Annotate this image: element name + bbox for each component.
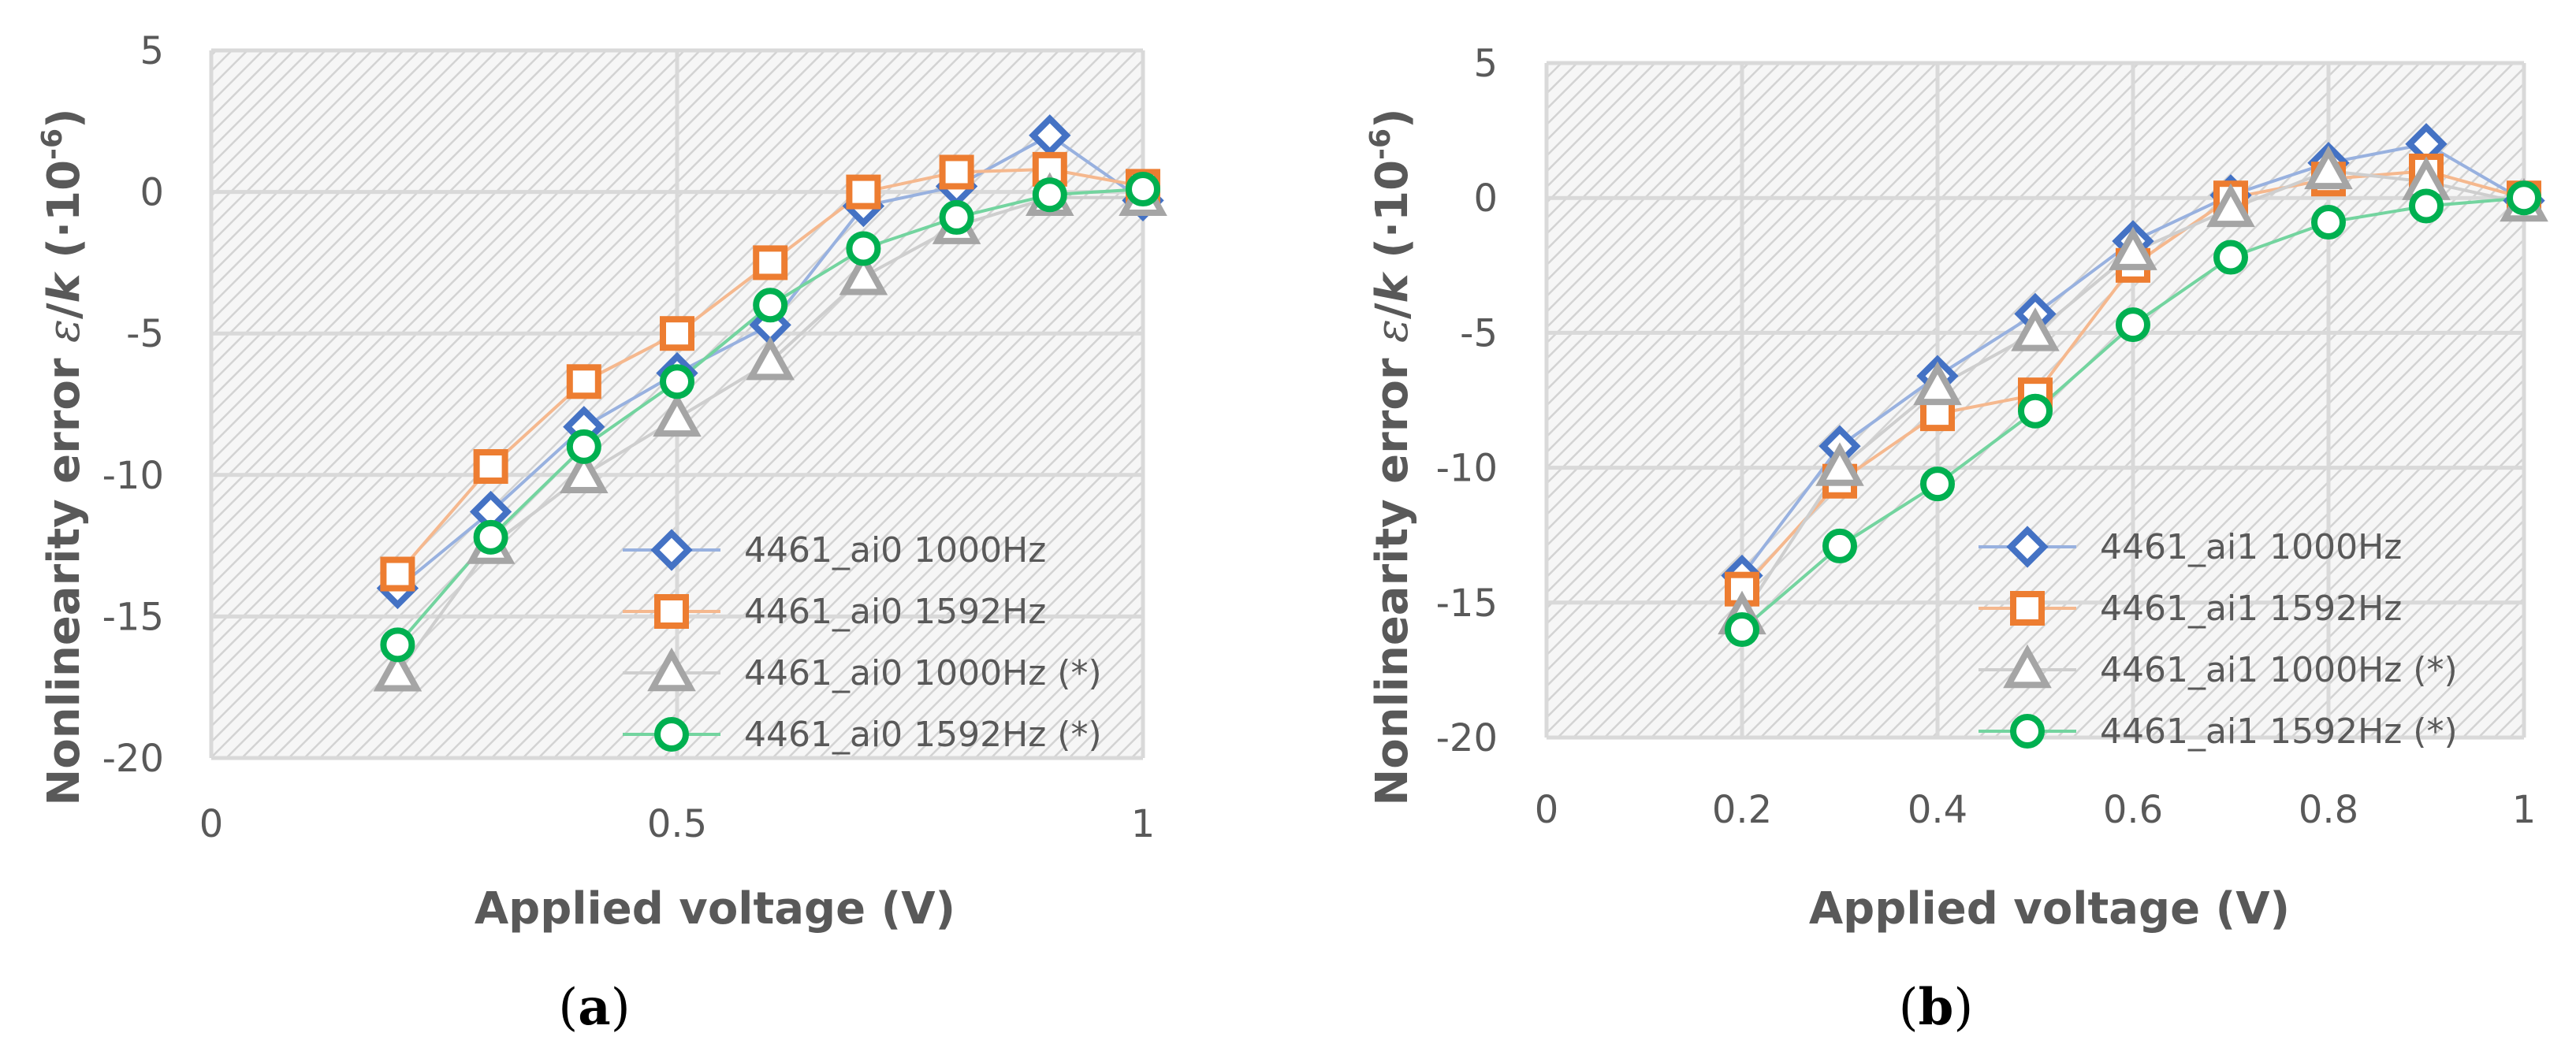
series-a [373, 114, 1167, 692]
y-tick-label-a-1: 0 [140, 171, 164, 215]
x-tick-label-b-5: 1 [2512, 788, 2537, 832]
y-tick-label-b-2: -5 [1460, 311, 1498, 355]
point-a-3-8 [1126, 172, 1160, 207]
point-a-3-6 [939, 199, 974, 235]
point-b-2-4 [2109, 226, 2157, 270]
point-a-0-7 [1029, 114, 1071, 157]
point-b-3-7 [2409, 188, 2444, 224]
point-a-2-0 [373, 648, 423, 692]
x-tick-label-b-3: 0.6 [2103, 788, 2163, 832]
x-tick-label-a-2: 1 [1131, 802, 1156, 846]
y-tick-label-a-3: -10 [102, 454, 164, 498]
y-tick-label-a-4: -15 [102, 595, 164, 639]
legend-label-a-3: 4461_ai0 1592Hz (*) [744, 715, 1102, 755]
point-a-3-7 [1032, 177, 1067, 213]
y-tick-label-b-1: 0 [1473, 176, 1498, 221]
point-a-3-0 [380, 627, 415, 663]
caption-a: (a) [558, 978, 630, 1037]
y-axis-title-b: Nonlinearity error ε/k (·10-6) [1364, 108, 1418, 805]
x-tick-label-b-0: 0 [1535, 788, 1559, 832]
y-tick-label-a-5: -20 [102, 737, 164, 781]
point-b-3-5 [2213, 240, 2248, 275]
point-b-2-3 [2011, 307, 2060, 351]
point-b-3-1 [1822, 528, 1857, 563]
legend-label-b-3: 4461_ai1 1592Hz (*) [2100, 712, 2458, 752]
y-axis-title-a: Nonlinearity error ε/k (·10-6) [36, 108, 90, 805]
point-b-3-6 [2311, 205, 2346, 240]
x-axis-title-a: Applied voltage (V) [475, 883, 955, 935]
legend-marker-a-3 [654, 717, 689, 752]
legend-label-a-1: 4461_ai0 1592Hz [744, 592, 1046, 632]
y-tick-label-a-2: -5 [126, 312, 164, 356]
legend-a: 4461_ai0 1000Hz 4461_ai0 1592Hz 4461_ai0 1… [623, 529, 1102, 755]
x-tick-label-a-0: 0 [199, 802, 224, 846]
legend-label-b-1: 4461_ai1 1592Hz [2100, 589, 2402, 629]
legend-marker-b-3 [2010, 714, 2045, 749]
point-a-3-5 [846, 231, 881, 266]
legend-marker-b-1 [2010, 591, 2045, 626]
ticks-a: 5 0 -5 -10 -15 -20 0 0.5 1 [102, 29, 1156, 846]
legend-label-a-0: 4461_ai0 1000Hz [744, 530, 1046, 570]
point-a-1-6 [939, 154, 974, 190]
y-tick-label-b-0: 5 [1473, 42, 1498, 86]
point-b-3-8 [2507, 180, 2541, 216]
series-b [1718, 123, 2548, 648]
panel-b: 5 0 -5 -10 -15 -20 0 0.2 0.4 0.6 0.8 1 4461_ai1 100… [1364, 42, 2548, 1037]
legend-marker-a-1 [654, 594, 689, 629]
legend-label-a-2: 4461_ai0 1000Hz (*) [744, 653, 1102, 693]
panel-a: 50-5-10-15-200 0.5 1 4461_ai0 1000Hz4461_a… [36, 29, 1167, 1037]
point-b-3-3 [2018, 393, 2053, 429]
point-b-3-4 [2116, 307, 2150, 343]
point-a-1-4 [753, 245, 788, 281]
point-a-1-0 [380, 556, 415, 592]
point-a-2-2 [560, 449, 609, 493]
point-b-2-2 [1913, 361, 1962, 406]
point-b-2-1 [1815, 442, 1864, 486]
y-tick-label-b-5: -20 [1436, 716, 1498, 760]
point-a-3-2 [566, 429, 601, 464]
x-tick-label-a-1: 0.5 [647, 802, 707, 846]
point-a-2-3 [653, 392, 702, 437]
point-b-2-5 [2206, 183, 2255, 228]
legend-marker-a-0 [650, 529, 693, 571]
legend-label-b-2: 4461_ai1 1000Hz (*) [2100, 650, 2458, 690]
point-a-1-5 [846, 174, 881, 210]
x-tick-label-b-4: 0.8 [2299, 788, 2358, 832]
point-b-3-2 [1920, 466, 1955, 502]
y-tick-label-b-4: -15 [1436, 582, 1498, 626]
y-tick-label-a-0: 5 [140, 29, 164, 73]
legend-label-b-0: 4461_ai1 1000Hz [2100, 527, 2402, 567]
caption-b: (b) [1899, 978, 1974, 1037]
y-tick-label-b-3: -10 [1436, 447, 1498, 491]
point-a-3-3 [660, 364, 694, 399]
ticks-b: 5 0 -5 -10 -15 -20 0 0.2 0.4 0.6 0.8 1 [1436, 42, 2537, 832]
point-a-1-3 [660, 316, 694, 351]
legend-marker-b-2 [2003, 644, 2052, 689]
point-a-1-1 [473, 449, 508, 485]
x-tick-label-b-2: 0.4 [1908, 788, 1967, 832]
point-b-2-6 [2304, 145, 2353, 190]
legend-marker-b-0 [2006, 526, 2049, 568]
point-a-2-4 [746, 336, 795, 381]
legend-marker-a-2 [647, 647, 696, 692]
point-b-3-0 [1725, 612, 1759, 648]
point-a-1-2 [566, 364, 601, 399]
x-tick-label-b-1: 0.2 [1712, 788, 1772, 832]
x-axis-title-b: Applied voltage (V) [1809, 883, 2290, 935]
point-a-2-5 [839, 251, 888, 295]
point-a-3-1 [473, 519, 508, 555]
legend-b: 4461_ai1 1000Hz 4461_ai1 1592Hz 4461_ai1 1… [1979, 526, 2458, 752]
point-a-3-4 [753, 288, 788, 323]
